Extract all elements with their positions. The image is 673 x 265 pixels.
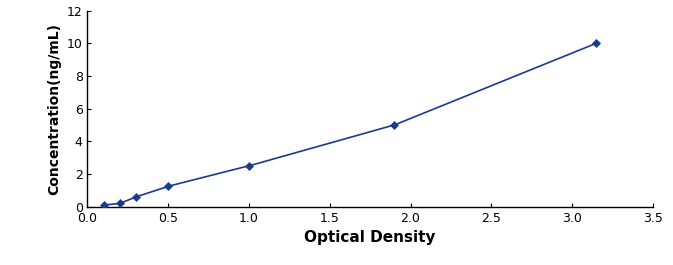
Y-axis label: Concentration(ng/mL): Concentration(ng/mL) bbox=[47, 23, 61, 195]
X-axis label: Optical Density: Optical Density bbox=[304, 230, 436, 245]
